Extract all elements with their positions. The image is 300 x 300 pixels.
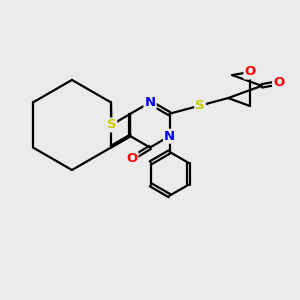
Text: O: O <box>244 65 256 78</box>
Text: N: N <box>164 130 175 143</box>
Text: S: S <box>195 99 205 112</box>
Text: O: O <box>273 76 284 89</box>
Text: O: O <box>126 152 137 165</box>
Text: N: N <box>144 96 156 109</box>
Text: S: S <box>106 118 116 131</box>
